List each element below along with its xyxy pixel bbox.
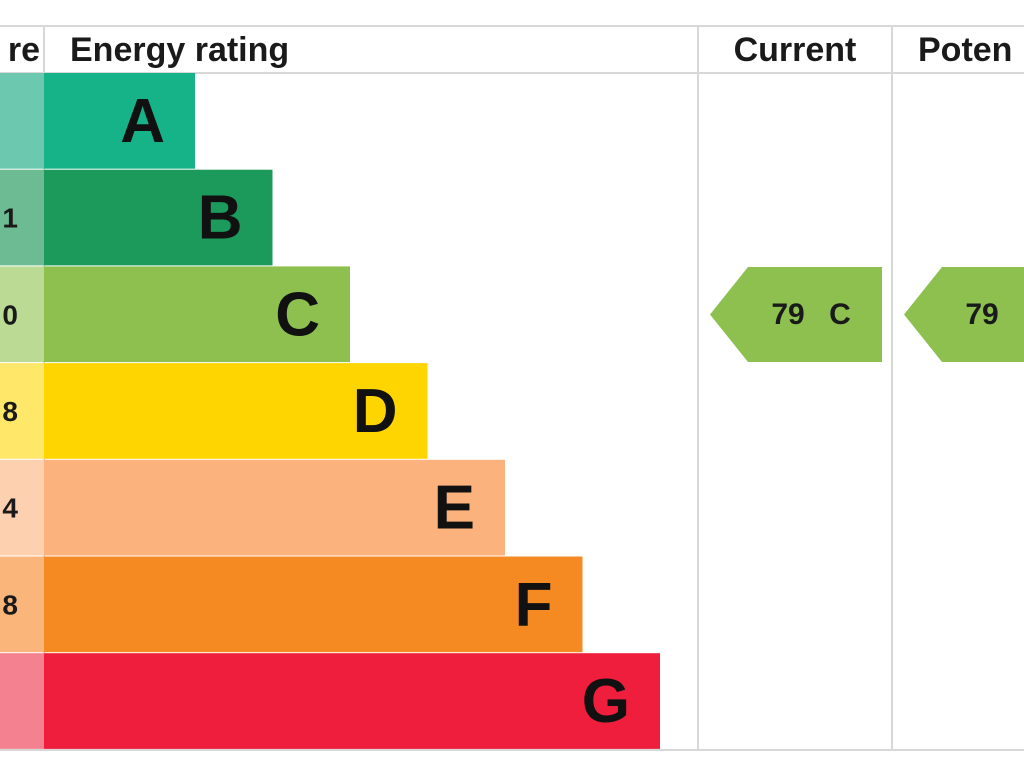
score-label: 4 bbox=[2, 493, 18, 524]
potential-header: Poten bbox=[918, 31, 1012, 69]
band-letter: A bbox=[120, 87, 165, 156]
band-letter: B bbox=[198, 184, 243, 253]
rating-bar bbox=[44, 556, 583, 653]
score-label: 8 bbox=[2, 589, 18, 620]
rating-bar bbox=[44, 653, 660, 749]
band-letter: F bbox=[515, 570, 553, 639]
potential-value: 79 bbox=[965, 298, 998, 331]
score-label: 1 bbox=[2, 203, 18, 234]
score-cell bbox=[0, 73, 44, 169]
current-value: 79 bbox=[771, 298, 804, 331]
rating-bar bbox=[44, 169, 273, 266]
score-cell bbox=[0, 459, 44, 556]
band-letter: E bbox=[434, 474, 475, 543]
rating-bar bbox=[44, 363, 428, 459]
rating-bar bbox=[44, 266, 350, 363]
score-header: re bbox=[8, 31, 40, 69]
rating-bar bbox=[44, 459, 505, 556]
potential-arrow bbox=[904, 267, 1024, 362]
rating-bar bbox=[44, 73, 195, 169]
score-cell bbox=[0, 556, 44, 653]
energy-rating-header: Energy rating bbox=[70, 31, 289, 69]
score-cell bbox=[0, 266, 44, 363]
score-label: 0 bbox=[2, 299, 18, 330]
current-arrow bbox=[710, 267, 882, 362]
score-cell bbox=[0, 363, 44, 459]
current-band: C bbox=[829, 298, 851, 331]
score-cell bbox=[0, 169, 44, 266]
band-letter: G bbox=[582, 667, 630, 736]
band-letter: D bbox=[353, 377, 398, 446]
current-header: Current bbox=[734, 31, 857, 69]
score-label: 8 bbox=[2, 396, 18, 427]
score-cell bbox=[0, 653, 44, 749]
band-letter: C bbox=[275, 280, 320, 349]
